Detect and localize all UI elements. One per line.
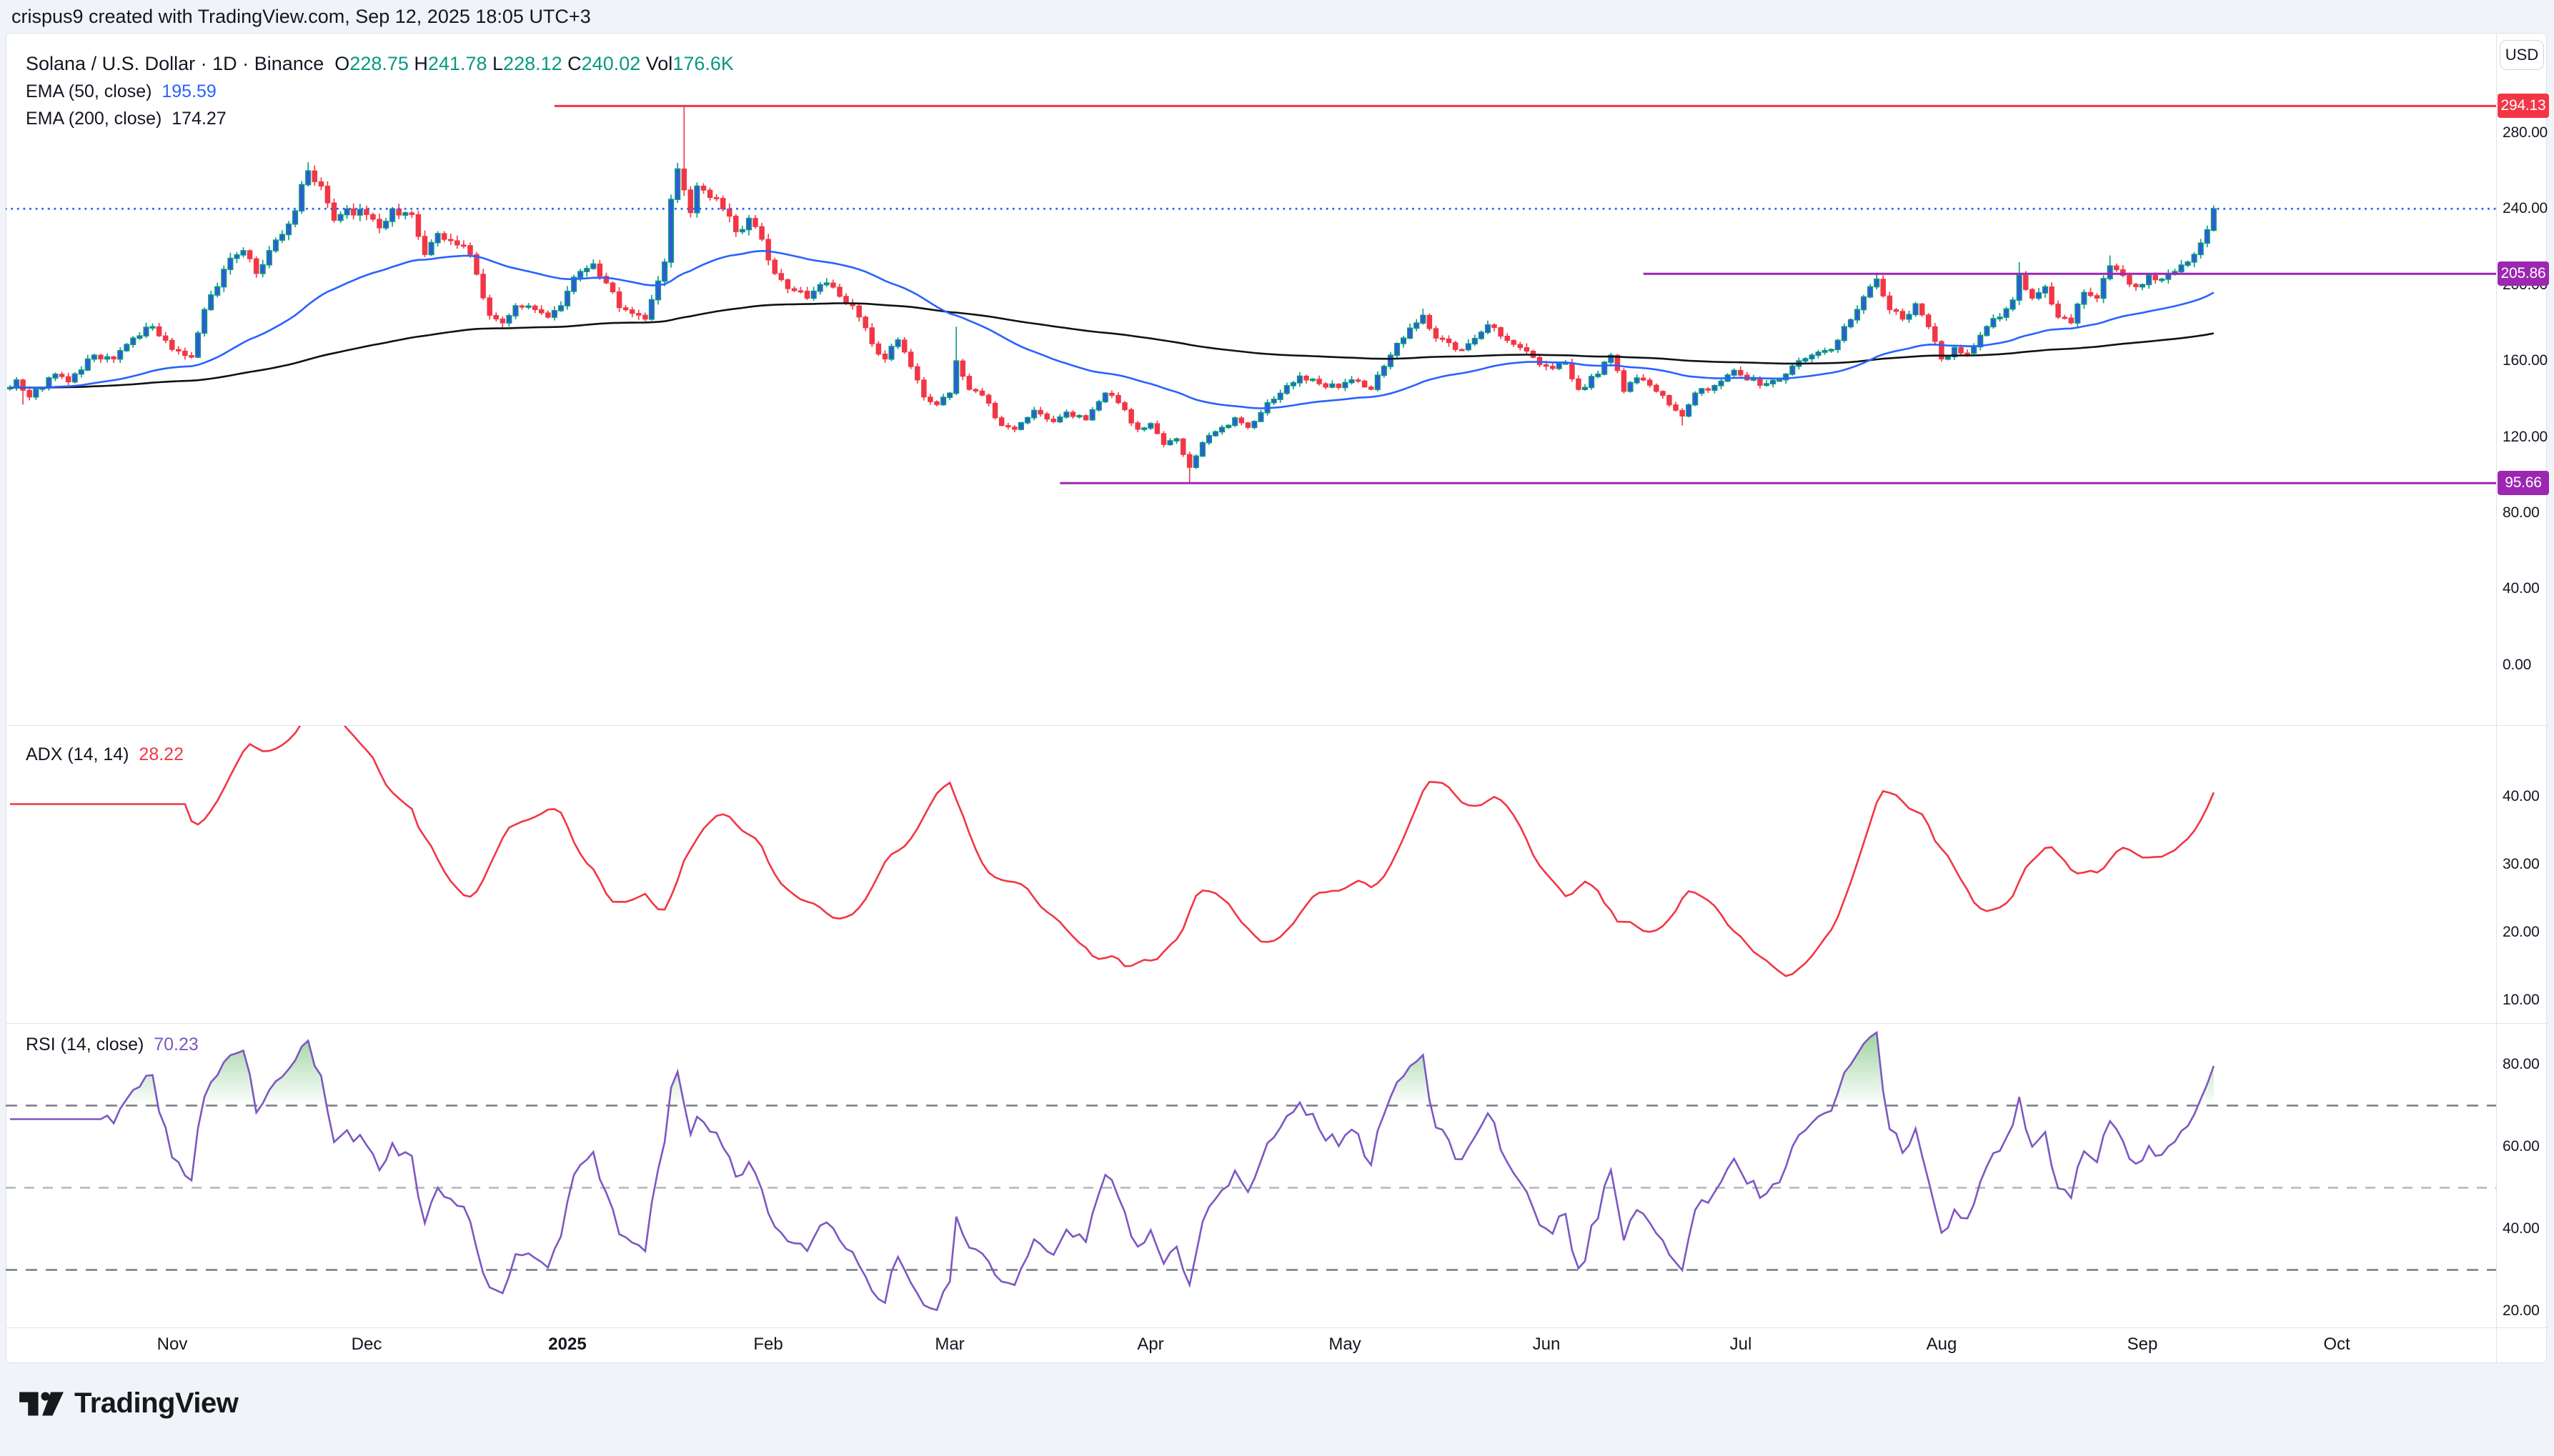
- axis-tick-label: 30.00: [2503, 856, 2540, 872]
- time-axis-label-oct: Oct: [2323, 1335, 2350, 1354]
- exchange-label: Binance: [254, 53, 324, 74]
- axis-tick-label: 60.00: [2503, 1138, 2540, 1155]
- rsi-value: 70.23: [154, 1034, 199, 1054]
- separator-dot: ·: [242, 53, 249, 74]
- interval-label: 1D: [212, 53, 237, 74]
- separator-dot: ·: [200, 53, 207, 74]
- axis-tick-label: 40.00: [2503, 788, 2540, 804]
- time-axis-label-jun: Jun: [1532, 1335, 1561, 1354]
- axis-tick-label: 20.00: [2503, 1302, 2540, 1319]
- adx-legend[interactable]: ADX (14, 14) 28.22: [26, 744, 184, 765]
- time-axis-label-dec: Dec: [351, 1335, 382, 1354]
- axis-tick-label: 240.00: [2503, 200, 2548, 217]
- pane-separator-adx[interactable]: [6, 725, 2548, 726]
- tradingview-branding[interactable]: TradingView: [19, 1387, 239, 1420]
- time-axis-label-mar: Mar: [935, 1335, 965, 1354]
- axis-tick-label: 0.00: [2503, 656, 2532, 673]
- ema50-line: [9, 249, 2215, 409]
- high-label: H: [414, 53, 428, 74]
- rsi-legend[interactable]: RSI (14, close) 70.23: [26, 1034, 199, 1055]
- ema50-legend[interactable]: EMA (50, close) 195.59: [26, 81, 217, 102]
- separator-dot: [195, 53, 201, 74]
- time-axis-label-apr: Apr: [1137, 1335, 1164, 1354]
- ema200-line: [9, 302, 2215, 389]
- axis-tick-label: 10.00: [2503, 992, 2540, 1008]
- time-axis-label-may: May: [1328, 1335, 1361, 1354]
- tradingview-logo-icon: [19, 1391, 64, 1416]
- pane-separator-timeaxis: [6, 1327, 2548, 1328]
- support-price-label: 95.66: [2498, 471, 2549, 496]
- ema200-label: EMA (200, close): [26, 109, 162, 129]
- ema200-value: 174.27: [172, 109, 227, 129]
- symbol-title: Solana / U.S. Dollar: [26, 53, 196, 74]
- adx-label: ADX (14, 14): [26, 744, 129, 764]
- resistance-price-label: 205.86: [2498, 261, 2549, 286]
- axis-tick-label: 40.00: [2503, 1220, 2540, 1237]
- close-value: 240.02: [581, 53, 641, 74]
- volume-label: Vol: [645, 53, 673, 74]
- axis-tick-label: 20.00: [2503, 924, 2540, 940]
- open-value: 228.75: [349, 53, 409, 74]
- candlestick-series: [6, 106, 2217, 484]
- ath-price-label: 294.13: [2498, 94, 2549, 119]
- axis-tick-label: 40.00: [2503, 580, 2540, 597]
- time-axis-label-sep: Sep: [2127, 1335, 2158, 1354]
- time-axis-label-jul: Jul: [1729, 1335, 1752, 1354]
- close-label: C: [567, 53, 582, 74]
- rsi-series: [6, 1030, 2496, 1312]
- open-label: O: [334, 53, 350, 74]
- attribution-text: crispus9 created with TradingView.com, S…: [11, 6, 591, 27]
- low-value: 228.12: [503, 53, 562, 74]
- chart-plot-area[interactable]: [6, 33, 2496, 1363]
- ema50-value: 195.59: [162, 81, 217, 101]
- tradingview-logo-text: TradingView: [74, 1387, 239, 1419]
- rsi-label: RSI (14, close): [26, 1034, 144, 1054]
- axis-tick-label: 80.00: [2503, 504, 2540, 521]
- high-value: 241.78: [427, 53, 487, 74]
- price-axis-separator: [2496, 33, 2497, 1363]
- ema200-legend[interactable]: EMA (200, close) 174.27: [26, 109, 227, 129]
- time-axis-label-2025: 2025: [548, 1335, 587, 1354]
- pane-separator-rsi[interactable]: [6, 1023, 2548, 1024]
- axis-tick-label: 160.00: [2503, 352, 2548, 369]
- time-axis-label-nov: Nov: [156, 1335, 188, 1354]
- axis-tick-label: 280.00: [2503, 124, 2548, 141]
- time-axis-label-feb: Feb: [753, 1335, 783, 1354]
- adx-value: 28.22: [139, 744, 184, 764]
- currency-button[interactable]: USD: [2500, 40, 2544, 70]
- time-axis-label-aug: Aug: [1926, 1335, 1957, 1354]
- symbol-legend[interactable]: Solana / U.S. Dollar · 1D · Binance O228…: [26, 53, 734, 75]
- adx-series: [10, 726, 2215, 977]
- volume-value: 176.6K: [672, 53, 734, 74]
- ema50-label: EMA (50, close): [26, 81, 152, 101]
- axis-tick-label: 120.00: [2503, 428, 2548, 445]
- axis-tick-label: 80.00: [2503, 1056, 2540, 1072]
- low-label: L: [492, 53, 504, 74]
